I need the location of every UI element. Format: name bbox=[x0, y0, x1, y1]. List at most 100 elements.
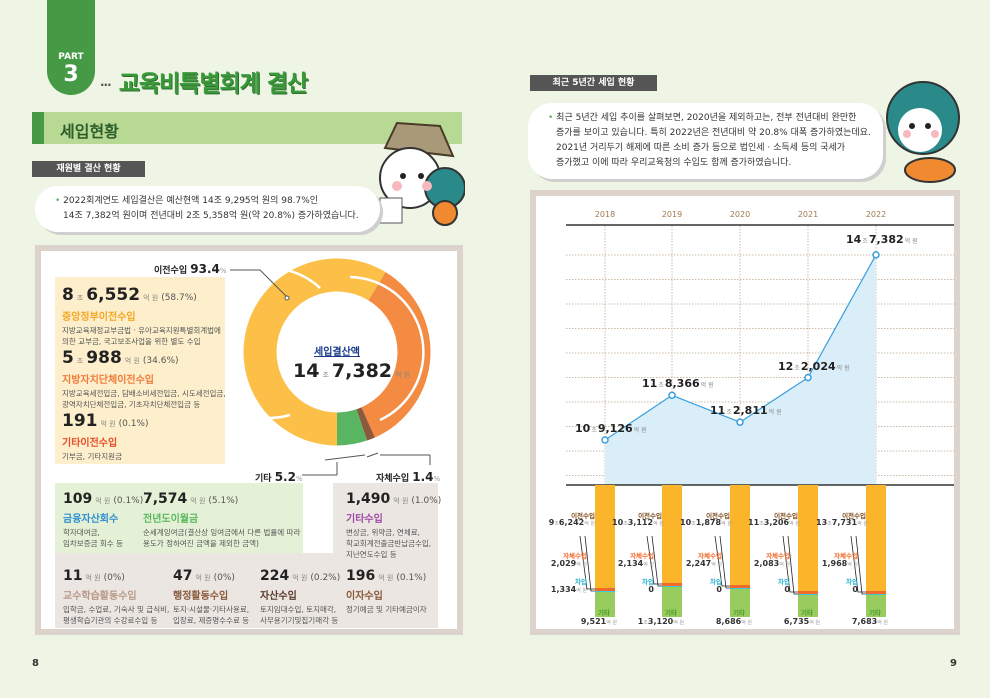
bar-value-debt: 0 bbox=[784, 585, 790, 594]
bar-other bbox=[798, 595, 818, 617]
year-label: 2021 bbox=[797, 210, 819, 219]
bar-debt bbox=[730, 588, 750, 589]
bar-own bbox=[662, 583, 682, 586]
bar-value-debt: 0 bbox=[648, 585, 654, 594]
bar-own bbox=[798, 591, 818, 594]
donut-segment bbox=[337, 409, 368, 446]
leader-line bbox=[651, 535, 662, 587]
subheader-by-source: 재원별 결산 현황 bbox=[32, 161, 145, 177]
leader-line bbox=[584, 535, 595, 592]
item-teaching: 11 억 원 (0%) 교수학습활동수입 입학금, 수업료, 기숙사 및 급식비, 평… bbox=[63, 568, 170, 625]
bar-value-own: 2,134억 원 bbox=[617, 559, 654, 568]
bar-label-transfer: 이전수입 bbox=[706, 512, 730, 520]
summary-bubble-right: • 최근 5년간 세입 추이를 살펴보면, 2020년을 제외하고는, 전부 전… bbox=[528, 103, 883, 179]
bar-debt bbox=[662, 586, 682, 587]
trend-point bbox=[872, 251, 880, 259]
trend-point bbox=[668, 391, 676, 400]
bar-value-other: 8,686억 원 bbox=[715, 617, 752, 626]
leader-line bbox=[787, 535, 798, 595]
bar-label-transfer: 이전수입 bbox=[638, 512, 662, 520]
summary-bubble-left: • 2022회계연도 세입결산은 예산현액 14조 9,295억 원의 98.7… bbox=[35, 186, 380, 232]
bar-value-transfer: 10조1,878억 원 bbox=[680, 518, 732, 527]
own-revenue-box bbox=[55, 553, 438, 628]
donut-center-title: 세입결산액 bbox=[314, 347, 360, 358]
value-label: 12조2,024억 원 bbox=[778, 359, 850, 373]
donut-segment bbox=[356, 407, 375, 441]
bar-debt bbox=[866, 594, 886, 595]
bar-label-other: 기타 bbox=[733, 609, 745, 617]
transfer-arc-arrow bbox=[230, 266, 321, 420]
misc-box bbox=[333, 483, 438, 553]
item-other-revenue: 1,490 억 원 (1.0%) 기타수입 변상금, 위약금, 연체료, 학교회계전출… bbox=[346, 491, 442, 559]
bar-value-other: 7,683억 원 bbox=[851, 617, 888, 626]
transfer-arc-arrow bbox=[349, 275, 425, 422]
revenue-donut-chart bbox=[230, 258, 431, 476]
dots-icon: ··· bbox=[100, 77, 112, 92]
leader-line bbox=[782, 535, 798, 593]
page-title: ··· 교육비특별회계 결산 bbox=[100, 64, 308, 98]
donut-segment bbox=[361, 407, 376, 438]
year-label: 2019 bbox=[661, 210, 683, 219]
bar-transfer bbox=[866, 485, 886, 591]
bar-transfer bbox=[662, 485, 682, 583]
bar-value-debt: 0 bbox=[716, 585, 722, 594]
bar-value-other: 6,735억 원 bbox=[783, 617, 820, 626]
leader-line bbox=[714, 535, 730, 587]
bar-transfer bbox=[798, 485, 818, 591]
bar-value-own: 1,968억 원 bbox=[821, 559, 858, 568]
year-label: 2022 bbox=[865, 210, 887, 219]
bar-own bbox=[730, 585, 750, 588]
value-label: 10조9,126억 원 bbox=[575, 422, 647, 435]
bar-value-other: 9,521억 원 bbox=[580, 617, 617, 626]
bar-value-debt: 1,334억 원 bbox=[550, 585, 587, 594]
bar-other bbox=[662, 587, 682, 617]
bar-value-transfer: 13조7,731억 원 bbox=[816, 518, 868, 527]
summary-line: 최근 5년간 세입 추이를 살펴보면, 2020년을 제외하고는, 전부 전년대… bbox=[556, 113, 857, 123]
trend-point bbox=[736, 418, 744, 426]
transfer-revenue-box bbox=[55, 277, 225, 464]
summary-line: 14조 7,382억 원이며 전년대비 2조 5,358억 원(약 20.8%)… bbox=[63, 211, 359, 221]
summary-line: 2021년 거리두기 해제에 따른 소비 증가 등으로 법인세 · 소득세 등의… bbox=[556, 143, 846, 153]
bar-label-other: 기타 bbox=[801, 609, 813, 617]
financial-box bbox=[55, 483, 303, 553]
trend-point bbox=[601, 436, 609, 444]
bar-transfer bbox=[595, 485, 615, 588]
item-asset: 224 억 원 (0.2%) 자산수입 토지임대수입, 토지매각, 사무용기기및집기매… bbox=[260, 568, 341, 625]
mascot-illustration bbox=[886, 81, 960, 183]
bar-label-transfer: 이전수입 bbox=[842, 512, 866, 520]
subheader-5year: 최근 5년간 세입 현황 bbox=[530, 75, 657, 91]
label-other: 기타 5.2% bbox=[255, 470, 303, 484]
part-number: 3 bbox=[63, 62, 79, 87]
item-central-gov: 8 조 6,552 억 원 (58.7%) 중앙정부이전수입 지방교육재정교부금법 · … bbox=[62, 285, 221, 346]
value-label: 11조8,366억 원 bbox=[642, 377, 714, 391]
bar-other bbox=[595, 592, 615, 617]
revenue-trend-chart bbox=[566, 224, 954, 617]
bar-value-transfer: 11조3,206억 원 bbox=[748, 518, 800, 527]
item-admin: 47 억 원 (0%) 행정활동수입 토지·시설물·기타사용료, 입장료, 제증명수수… bbox=[173, 568, 250, 625]
trend-area bbox=[605, 254, 876, 485]
bar-value-own: 2,083억 원 bbox=[753, 559, 790, 568]
part-label: PART bbox=[58, 52, 84, 62]
bar-label-own: 자체수입 bbox=[834, 552, 858, 560]
item-other-transfer: 191 억 원 (0.1%) 기타이전수입 기부금, 기타지원금 bbox=[62, 411, 149, 461]
bar-label-transfer: 이전수입 bbox=[571, 512, 595, 520]
bar-value-transfer: 9조6,242억 원 bbox=[548, 518, 595, 527]
year-label: 2020 bbox=[729, 210, 751, 219]
page-number-left: 8 bbox=[32, 658, 39, 669]
bar-label-other: 기타 bbox=[598, 609, 610, 617]
summary-line: 증가했고 이에 따라 우리교육청의 수입도 함께 증가하였습니다. bbox=[556, 158, 792, 168]
bar-label-own: 자체수입 bbox=[630, 552, 654, 560]
bar-own bbox=[866, 591, 886, 594]
value-label: 11조2,811억 원 bbox=[710, 404, 782, 418]
leader-line bbox=[855, 535, 866, 595]
bar-own bbox=[595, 588, 615, 591]
year-label: 2018 bbox=[594, 210, 616, 219]
bar-value-transfer: 10조3,112억 원 bbox=[612, 518, 664, 527]
leader-line bbox=[579, 535, 595, 590]
bar-label-debt: 차입 bbox=[575, 578, 587, 586]
item-interest: 196 억 원 (0.1%) 이자수입 정기예금 및 기타예금이자 bbox=[346, 568, 427, 614]
bar-other bbox=[866, 595, 886, 617]
donut-segment bbox=[243, 258, 386, 446]
bar-value-other: 1조3,120억 원 bbox=[637, 617, 684, 626]
bar-value-own: 2,247억 원 bbox=[685, 559, 722, 568]
